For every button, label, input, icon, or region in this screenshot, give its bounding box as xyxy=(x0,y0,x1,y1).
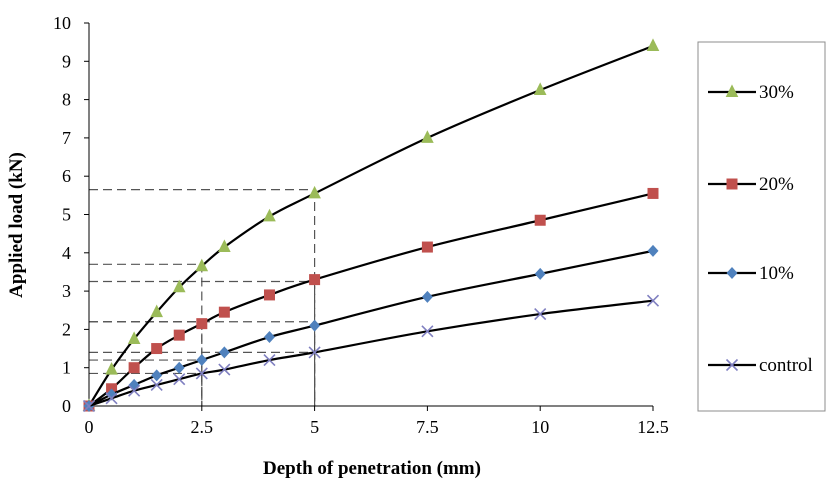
y-tick-label: 4 xyxy=(62,243,71,263)
data-point xyxy=(173,361,185,374)
data-point xyxy=(647,244,659,257)
data-point xyxy=(195,367,208,380)
x-tick-label: 2.5 xyxy=(191,417,214,437)
data-point xyxy=(309,319,321,332)
data-point xyxy=(646,294,660,307)
data-point xyxy=(421,290,433,303)
data-point xyxy=(105,361,118,375)
series-control xyxy=(82,294,660,413)
data-point xyxy=(218,363,231,376)
y-tick-label: 6 xyxy=(62,166,71,186)
y-tick-label: 0 xyxy=(62,396,71,416)
legend-label: 20% xyxy=(759,174,794,195)
y-tick-label: 5 xyxy=(62,205,71,225)
x-tick-label: 12.5 xyxy=(637,417,669,437)
data-point xyxy=(218,306,230,318)
y-tick-label: 8 xyxy=(62,90,71,110)
data-point xyxy=(263,208,276,222)
series xyxy=(82,38,660,413)
x-tick-label: 5 xyxy=(310,417,319,437)
legend-marker xyxy=(726,178,738,190)
series-30pct xyxy=(82,38,660,411)
data-point xyxy=(128,384,141,397)
data-point xyxy=(421,130,434,143)
data-point xyxy=(218,346,230,359)
data-point xyxy=(308,346,321,359)
x-tick-label: 10 xyxy=(531,417,549,437)
legend-label: 10% xyxy=(759,263,794,284)
data-point xyxy=(263,331,275,344)
data-point xyxy=(173,373,186,386)
y-tick-label: 9 xyxy=(62,51,71,71)
y-tick-label: 3 xyxy=(62,281,71,301)
data-point xyxy=(534,308,547,321)
data-point xyxy=(263,289,275,301)
y-axis-title: Applied load (kN) xyxy=(6,152,27,298)
y-tick-label: 1 xyxy=(62,358,71,378)
data-point xyxy=(196,354,208,367)
data-point xyxy=(534,267,546,280)
data-point xyxy=(421,241,433,253)
y-tick-labels: 0 1 2 3 4 5 6 7 8 9 10 xyxy=(53,13,71,416)
data-point xyxy=(151,369,163,382)
data-point xyxy=(263,353,276,367)
legend-item: control xyxy=(708,355,813,376)
data-point xyxy=(533,82,547,96)
data-point xyxy=(421,325,434,338)
legend-marker xyxy=(726,267,738,279)
series-20pct xyxy=(83,187,659,412)
data-point xyxy=(150,378,163,392)
y-tick-label: 10 xyxy=(53,13,71,33)
legend-label: control xyxy=(759,355,813,376)
data-point xyxy=(82,399,96,413)
legend-item: 30% xyxy=(708,82,794,103)
x-tick-label: 7.5 xyxy=(416,417,439,437)
data-point xyxy=(196,318,208,330)
y-tick-label: 7 xyxy=(62,128,71,148)
y-tick-label: 2 xyxy=(62,319,71,339)
data-point xyxy=(128,362,140,374)
series-line xyxy=(88,249,654,407)
data-point xyxy=(173,329,185,341)
legend-box xyxy=(697,41,826,412)
data-point xyxy=(127,331,141,344)
legend-label: 30% xyxy=(759,82,794,103)
axes xyxy=(84,22,654,411)
data-point xyxy=(308,185,321,199)
legend-marker xyxy=(725,358,739,372)
data-point xyxy=(534,214,546,226)
data-point xyxy=(172,279,186,293)
x-tick-label: 0 xyxy=(85,417,94,437)
data-point xyxy=(105,392,118,405)
x-axis-title: Depth of penetration (mm) xyxy=(263,458,481,479)
series-line xyxy=(88,299,654,408)
legend-item: 20% xyxy=(708,174,794,195)
x-tick-labels: 0 2.5 5 7.5 10 12.5 xyxy=(85,417,669,437)
data-point xyxy=(151,343,163,355)
data-point xyxy=(218,239,231,253)
data-point xyxy=(150,304,163,318)
data-point xyxy=(647,187,659,199)
legend-item: 10% xyxy=(708,263,794,284)
reference-line xyxy=(89,263,203,406)
data-point xyxy=(646,38,660,51)
legend: 30% 20% 10% control xyxy=(697,41,826,412)
legend-marker xyxy=(725,84,739,97)
data-point xyxy=(309,274,321,286)
series-10pct xyxy=(83,244,659,412)
data-point xyxy=(195,258,209,272)
